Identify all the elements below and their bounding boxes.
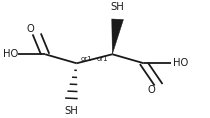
Text: SH: SH: [64, 106, 78, 116]
Text: HO: HO: [173, 58, 188, 68]
Text: or1: or1: [81, 56, 92, 62]
Text: O: O: [147, 85, 155, 95]
Text: O: O: [27, 24, 34, 34]
Polygon shape: [112, 19, 123, 54]
Text: HO: HO: [3, 49, 18, 59]
Text: or1: or1: [97, 56, 108, 62]
Text: SH: SH: [110, 2, 124, 12]
